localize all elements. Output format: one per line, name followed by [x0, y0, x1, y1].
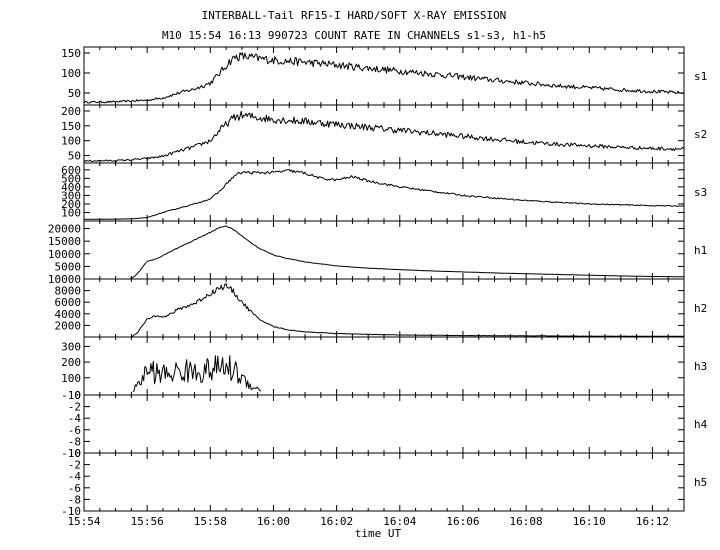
- y-tick-label-h3-1: 100: [61, 372, 81, 385]
- x-tick-label-4: 16:02: [320, 515, 353, 528]
- chart-subtitle: M10 15:54 16:13 990723 COUNT RATE IN CHA…: [162, 29, 546, 42]
- panel-label-s1: s1: [694, 70, 707, 83]
- panel-h3: -10 100 200 300 h3: [61, 336, 707, 402]
- y-tick-label-s3-3: 400: [61, 181, 81, 194]
- y-tick-label-h5-5: 0: [74, 447, 81, 460]
- y-tick-label-s1-2: 150: [61, 47, 81, 60]
- y-tick-label-h2-3: 8000: [55, 285, 82, 298]
- panel-frame-h4: [83, 394, 685, 454]
- y-tick-label-h5-1: -8: [68, 493, 81, 506]
- y-tick-label-h2-4: 10000: [48, 273, 81, 286]
- panel-frame-s1: [83, 46, 685, 106]
- x-tick-label-0: 15:54: [67, 515, 100, 528]
- panel-frame-h2: [83, 278, 685, 338]
- y-tick-label-h2-2: 6000: [55, 296, 82, 309]
- panel-label-s3: s3: [694, 186, 707, 199]
- series-line-h3: [132, 355, 262, 393]
- x-tick-label-8: 16:10: [573, 515, 606, 528]
- y-tick-label-s3-1: 200: [61, 198, 81, 211]
- y-tick-label-h4-1: -8: [68, 435, 81, 448]
- y-tick-label-h5-4: -2: [68, 459, 81, 472]
- y-tick-label-h4-4: -2: [68, 401, 81, 414]
- x-tick-label-7: 16:08: [510, 515, 543, 528]
- y-tick-label-s3-2: 300: [61, 189, 81, 202]
- series-line-h2: [131, 283, 685, 338]
- y-tick-label-s3-4: 500: [61, 172, 81, 185]
- y-tick-label-h2-1: 4000: [55, 308, 82, 321]
- series-line-s3: [83, 169, 685, 220]
- panel-label-h5: h5: [694, 476, 707, 489]
- x-axis: 15:54 15:56 15:58 16:00 16:02 16:04 16:06 16:08…: [67, 515, 669, 528]
- panels: 50100150s150100150200s210020030040050060…: [48, 46, 708, 518]
- y-tick-label-h4-3: -4: [68, 412, 82, 425]
- x-axis-label: time UT: [355, 527, 402, 540]
- y-tick-label-h4-0: -10: [61, 447, 81, 460]
- y-tick-label-h1-2: 15000: [48, 235, 81, 248]
- y-tick-label-h3-2: 200: [61, 356, 81, 369]
- panel-label-s2: s2: [694, 128, 707, 141]
- y-tick-label-h4-2: -6: [68, 424, 81, 437]
- y-tick-label-h3-0: -10: [61, 389, 81, 402]
- series-line-h1: [129, 225, 684, 280]
- y-tick-label-h1-0: 5000: [55, 260, 82, 273]
- panel-frame-h5: [83, 452, 685, 512]
- x-tick-label-9: 16:12: [636, 515, 669, 528]
- panel-label-h3: h3: [694, 360, 707, 373]
- y-tick-label-s2-0: 50: [68, 150, 81, 163]
- y-tick-label-h2-0: 2000: [55, 319, 82, 332]
- y-tick-label-s2-2: 150: [61, 120, 81, 133]
- y-tick-label-h5-3: -4: [68, 470, 82, 483]
- chart-title: INTERBALL-Tail RF15-I HARD/SOFT X-RAY EM…: [202, 9, 507, 22]
- panel-label-h4: h4: [694, 418, 708, 431]
- y-tick-label-h1-3: 20000: [48, 223, 81, 236]
- panel-s2: 50 100 150 200 s2: [61, 104, 707, 164]
- x-tick-label-1: 15:56: [131, 515, 164, 528]
- y-tick-label-h5-2: -6: [68, 482, 81, 495]
- y-tick-label-h3-3: 300: [61, 340, 81, 353]
- x-tick-label-5: 16:04: [383, 515, 416, 528]
- y-tick-label-h4-5: 0: [74, 389, 81, 402]
- y-tick-label-s1-1: 100: [61, 67, 81, 80]
- panel-frame-s3: [83, 162, 685, 222]
- panel-s1: 50 100 150 s1: [61, 46, 707, 106]
- panel-label-h1: h1: [694, 244, 707, 257]
- x-tick-label-3: 16:00: [257, 515, 290, 528]
- y-tick-label-h1-1: 10000: [48, 248, 81, 261]
- x-tick-label-6: 16:06: [446, 515, 479, 528]
- panel-frame-h3: [83, 336, 685, 396]
- y-tick-label-h5-0: -10: [61, 505, 81, 518]
- y-tick-label-s2-3: 200: [61, 105, 81, 118]
- panel-frame-s2: [83, 104, 685, 164]
- series-line-s2: [83, 110, 685, 162]
- y-tick-label-s2-1: 100: [61, 135, 81, 148]
- series-line-s1: [83, 52, 685, 104]
- y-tick-label-s3-0: 100: [61, 206, 81, 219]
- y-tick-label-s1-0: 50: [68, 87, 81, 100]
- panel-label-h2: h2: [694, 302, 707, 315]
- y-tick-label-s3-5: 600: [61, 164, 81, 177]
- x-tick-label-2: 15:58: [194, 515, 227, 528]
